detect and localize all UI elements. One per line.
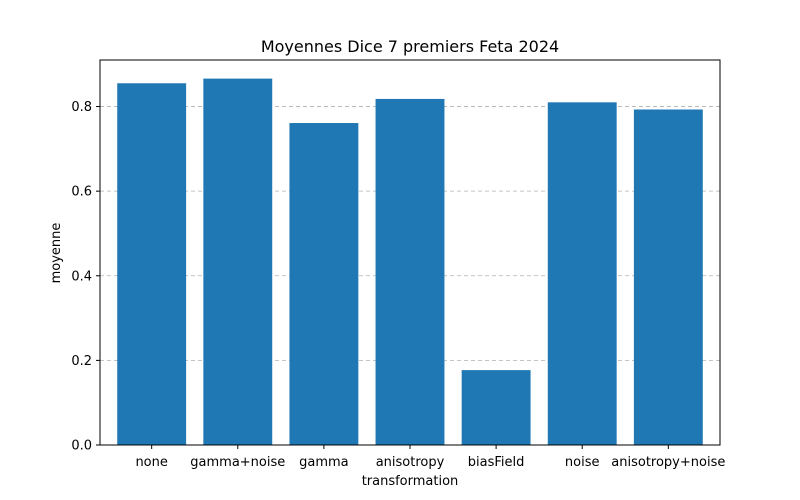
bar bbox=[633, 109, 703, 445]
y-axis-label: moyenne bbox=[49, 223, 64, 284]
x-tick-label: anisotropy+noise bbox=[611, 455, 725, 470]
bar bbox=[547, 102, 617, 446]
bar bbox=[375, 98, 445, 445]
chart-title: Moyennes Dice 7 premiers Feta 2024 bbox=[261, 37, 559, 56]
x-tick-label: anisotropy bbox=[376, 455, 445, 470]
y-tick-label: 0.2 bbox=[71, 354, 92, 369]
y-axis: 0.0 0.2 0.4 0.6 0.8 bbox=[71, 100, 100, 454]
y-tick-label: 0.0 bbox=[71, 439, 92, 454]
y-tick-label: 0.6 bbox=[71, 185, 92, 200]
y-tick-label: 0.8 bbox=[71, 100, 92, 115]
bar bbox=[461, 370, 531, 445]
x-tick-label: noise bbox=[565, 455, 600, 470]
y-tick-label: 0.4 bbox=[71, 269, 92, 284]
bar bbox=[203, 78, 273, 445]
x-tick-label: gamma bbox=[299, 455, 349, 470]
x-axis-label: transformation bbox=[362, 474, 459, 489]
x-tick-label: biasField bbox=[468, 455, 525, 470]
x-tick-label: none bbox=[135, 455, 167, 470]
bar bbox=[289, 123, 359, 446]
x-axis: none gamma+noise gamma anisotropy biasField n… bbox=[135, 445, 725, 470]
bar bbox=[117, 83, 187, 446]
bars bbox=[117, 78, 703, 446]
x-tick-label: gamma+noise bbox=[190, 455, 285, 470]
